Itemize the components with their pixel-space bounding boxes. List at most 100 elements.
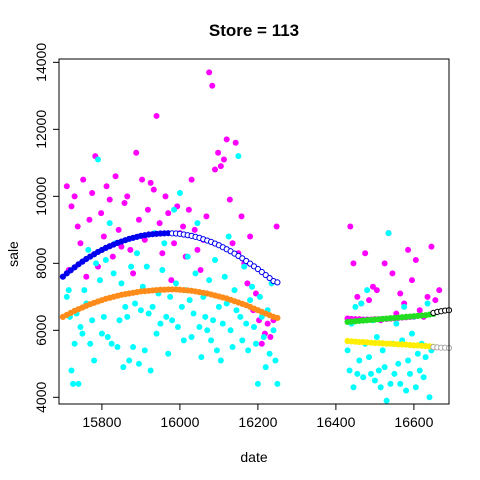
data-point xyxy=(397,380,404,387)
x-tick-label: 16200 xyxy=(238,414,277,430)
data-point xyxy=(126,357,133,364)
data-point xyxy=(233,307,240,314)
data-point xyxy=(266,350,273,357)
data-point xyxy=(96,277,103,284)
x-tick-label: 16400 xyxy=(316,414,355,430)
data-point xyxy=(106,196,113,203)
data-point xyxy=(373,287,380,294)
data-point xyxy=(81,287,88,294)
y-tick-label: 10000 xyxy=(33,177,49,216)
data-point xyxy=(110,270,117,277)
data-point xyxy=(206,69,213,76)
data-point xyxy=(247,233,254,240)
data-point xyxy=(77,323,84,330)
data-point xyxy=(262,364,269,371)
data-point xyxy=(243,320,250,327)
data-point xyxy=(139,176,146,183)
data-point xyxy=(223,136,230,143)
data-point xyxy=(70,380,77,387)
y-tick-label: 12000 xyxy=(33,110,49,149)
data-point xyxy=(403,387,410,394)
data-point xyxy=(371,377,378,384)
data-point xyxy=(157,320,164,327)
data-point xyxy=(238,213,245,220)
data-point xyxy=(165,210,172,217)
data-point xyxy=(150,186,157,193)
data-point xyxy=(134,250,140,257)
data-point xyxy=(239,337,246,344)
data-point xyxy=(213,347,220,354)
y-axis-label: sale xyxy=(5,241,21,267)
data-point xyxy=(244,280,251,287)
data-point xyxy=(87,340,94,347)
data-point xyxy=(128,263,135,270)
data-point xyxy=(196,323,203,330)
data-point xyxy=(180,223,187,230)
fitted-point xyxy=(258,268,265,276)
data-point xyxy=(173,280,179,287)
data-point xyxy=(225,233,232,240)
data-point xyxy=(254,380,261,387)
data-point xyxy=(112,173,119,180)
data-point xyxy=(100,233,107,240)
chart-title: Store = 113 xyxy=(209,21,299,40)
data-point xyxy=(153,112,160,119)
data-point xyxy=(190,310,197,317)
data-point xyxy=(362,250,369,257)
data-point xyxy=(115,226,122,233)
data-point xyxy=(186,297,193,304)
data-point xyxy=(416,367,423,374)
fitted-point xyxy=(274,314,281,322)
plot-frame xyxy=(58,58,450,405)
data-point xyxy=(178,303,185,310)
data-point xyxy=(169,317,176,324)
data-point xyxy=(100,313,107,320)
data-point xyxy=(249,283,256,290)
data-point xyxy=(381,260,388,267)
data-point xyxy=(98,210,105,217)
data-point xyxy=(358,300,365,307)
data-point xyxy=(124,193,131,200)
data-point xyxy=(202,313,209,320)
data-point xyxy=(132,300,139,307)
data-point xyxy=(89,317,96,324)
data-point xyxy=(412,384,419,391)
data-point xyxy=(354,293,361,300)
fitted-point xyxy=(262,271,269,279)
data-point xyxy=(241,263,248,270)
data-point xyxy=(121,200,128,207)
data-point xyxy=(145,310,152,317)
data-point xyxy=(373,334,380,341)
data-point xyxy=(272,357,279,364)
data-point xyxy=(159,250,166,257)
data-point xyxy=(109,253,116,260)
data-point xyxy=(258,340,265,347)
data-point xyxy=(251,323,257,330)
data-point xyxy=(192,270,199,277)
data-point xyxy=(252,340,259,347)
data-point xyxy=(130,270,137,277)
data-point xyxy=(260,334,267,341)
data-point xyxy=(159,267,166,274)
data-point xyxy=(133,149,140,156)
data-point xyxy=(198,354,205,361)
data-point xyxy=(75,380,82,387)
data-point xyxy=(106,220,113,227)
data-point xyxy=(215,149,222,156)
data-point xyxy=(141,347,148,354)
data-point xyxy=(424,293,431,300)
plot-marks xyxy=(59,69,453,404)
data-point xyxy=(264,320,271,327)
data-point xyxy=(98,330,105,337)
data-point xyxy=(161,240,168,247)
data-point xyxy=(68,203,75,210)
data-point xyxy=(407,370,413,377)
data-point xyxy=(124,313,131,320)
data-point xyxy=(217,163,224,170)
data-point xyxy=(137,307,144,314)
data-point xyxy=(79,330,86,337)
data-point xyxy=(156,220,163,227)
y-tick-label: 8000 xyxy=(33,248,49,279)
data-point xyxy=(219,320,226,327)
x-tick-label: 16600 xyxy=(394,414,433,430)
